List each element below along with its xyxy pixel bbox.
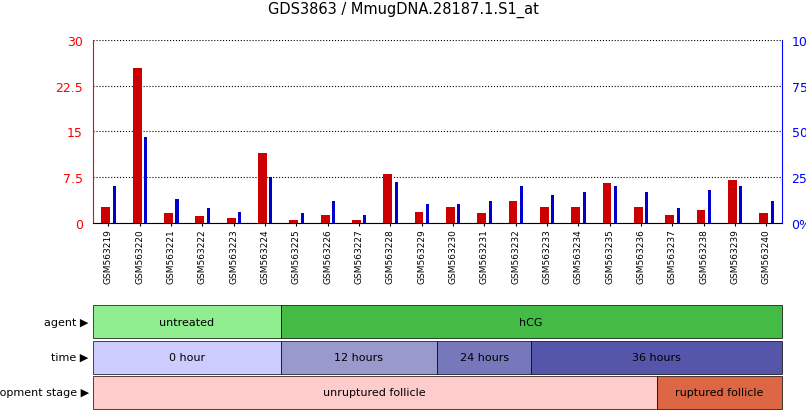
Bar — [676, 209, 679, 223]
Text: agent ▶: agent ▶ — [44, 317, 89, 327]
Bar — [395, 183, 398, 223]
Bar — [696, 211, 705, 223]
Bar — [759, 214, 768, 223]
Bar — [488, 201, 492, 223]
Bar — [269, 178, 272, 223]
Bar — [289, 220, 298, 223]
Bar — [102, 208, 110, 223]
Bar — [113, 187, 116, 223]
Bar — [634, 208, 642, 223]
Bar — [739, 187, 742, 223]
Bar — [646, 192, 648, 223]
Bar — [238, 212, 241, 223]
Text: GDS3863 / MmugDNA.28187.1.S1_at: GDS3863 / MmugDNA.28187.1.S1_at — [268, 2, 538, 18]
Bar — [206, 209, 210, 223]
Bar — [771, 201, 774, 223]
Bar — [144, 138, 147, 223]
Bar — [477, 214, 486, 223]
Text: time ▶: time ▶ — [52, 352, 89, 362]
Text: 0 hour: 0 hour — [168, 352, 205, 362]
Bar — [583, 192, 586, 223]
Bar — [352, 221, 361, 223]
Bar — [509, 202, 517, 223]
Bar — [551, 196, 555, 223]
Bar — [540, 208, 549, 223]
Text: 24 hours: 24 hours — [459, 352, 509, 362]
Bar — [457, 205, 460, 223]
Bar — [195, 217, 204, 223]
Bar — [176, 199, 178, 223]
Text: development stage ▶: development stage ▶ — [0, 387, 89, 397]
Bar — [603, 184, 612, 223]
Text: untreated: untreated — [159, 317, 214, 327]
Bar — [415, 212, 423, 223]
Bar — [728, 180, 737, 223]
Bar — [164, 214, 172, 223]
Text: 36 hours: 36 hours — [632, 352, 681, 362]
Bar — [321, 216, 330, 223]
Bar — [446, 208, 455, 223]
Bar — [384, 175, 393, 223]
Bar — [133, 69, 142, 223]
Text: 12 hours: 12 hours — [334, 352, 384, 362]
Bar — [708, 190, 711, 223]
Bar — [332, 201, 335, 223]
Text: unruptured follicle: unruptured follicle — [323, 387, 426, 397]
Bar — [571, 208, 580, 223]
Bar — [226, 218, 235, 223]
Text: hCG: hCG — [520, 317, 543, 327]
Bar — [301, 214, 304, 223]
Bar — [520, 187, 523, 223]
Bar — [258, 153, 267, 223]
Bar — [426, 205, 429, 223]
Bar — [364, 216, 367, 223]
Bar — [665, 216, 674, 223]
Bar — [614, 187, 617, 223]
Text: ruptured follicle: ruptured follicle — [675, 387, 763, 397]
